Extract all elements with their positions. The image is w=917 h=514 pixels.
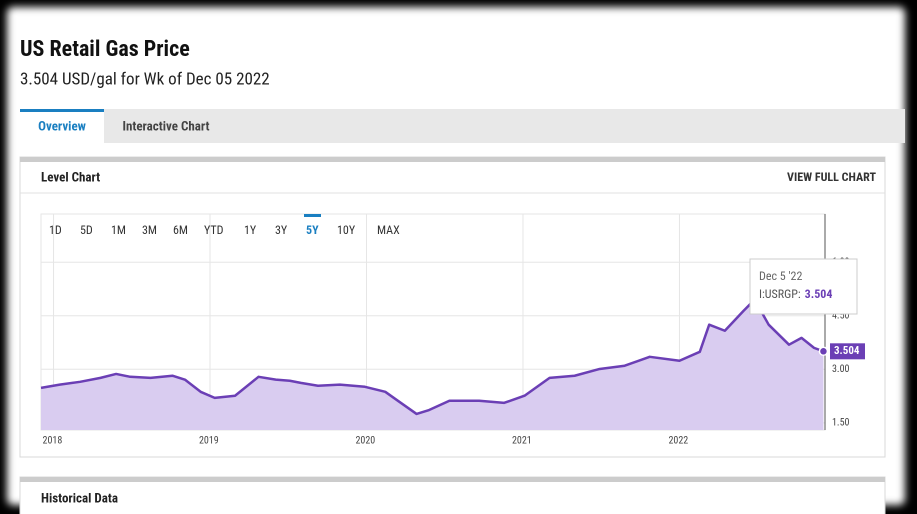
y-tick-label: 4.50: [832, 310, 850, 321]
history-panel: [19, 476, 886, 514]
range-button[interactable]: 1M: [111, 223, 126, 237]
x-tick-label: 2021: [512, 436, 532, 447]
tooltip-value: 3.504: [805, 287, 833, 301]
x-tick-label: 2022: [668, 436, 688, 447]
tooltip-box: [749, 258, 858, 315]
tooltip-date: Dec 5 '22: [759, 269, 802, 283]
last-value-badge: [830, 343, 865, 360]
line: [40, 298, 824, 416]
tab-bar: [20, 109, 905, 143]
x-tick-label: 2019: [199, 436, 219, 447]
range-button[interactable]: 5D: [80, 223, 93, 237]
y-tick-label: 1.50: [832, 418, 850, 429]
range-button[interactable]: MAX: [377, 223, 400, 237]
last-point: [818, 346, 829, 357]
range-button[interactable]: 6M: [173, 223, 188, 237]
view-full-chart[interactable]: VIEW FULL CHART: [787, 170, 876, 184]
range-button[interactable]: 1Y: [244, 223, 257, 237]
page-title: US Retail Gas Price: [20, 37, 190, 62]
y-tick-label: 3.00: [832, 364, 850, 375]
range-button[interactable]: 3Y: [275, 223, 288, 237]
range-button[interactable]: YTD: [204, 223, 224, 237]
range-button[interactable]: 10Y: [337, 223, 356, 237]
range-button[interactable]: 3M: [142, 223, 157, 237]
last-value-label: 3.504: [834, 344, 860, 357]
tab-active-bg: [20, 109, 104, 143]
tab[interactable]: Interactive Chart: [122, 119, 209, 134]
history-title: Historical Data: [41, 491, 118, 506]
panel-title: Level Chart: [41, 170, 100, 185]
tab[interactable]: Overview: [38, 119, 86, 134]
range-active-indicator: [304, 214, 321, 217]
tooltip-series: I:USRGP:: [759, 287, 801, 301]
page-subtitle: 3.504 USD/gal for Wk of Dec 05 2022: [20, 69, 270, 89]
area: [41, 299, 824, 430]
panel-top-bar: [20, 157, 885, 162]
panel-top-bar: [20, 477, 885, 482]
x-tick-label: 2018: [43, 436, 63, 447]
range-button[interactable]: 5Y: [306, 223, 319, 237]
x-tick-label: 2020: [355, 436, 375, 447]
tab-active-indicator: [20, 109, 104, 112]
range-button[interactable]: 1D: [49, 223, 62, 237]
